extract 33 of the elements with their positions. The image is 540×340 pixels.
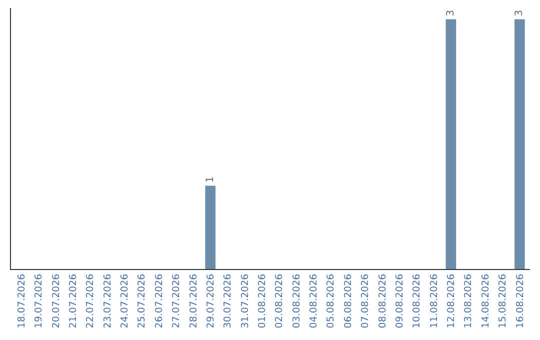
x-tick-label: 16.08.2026 — [514, 274, 526, 328]
x-tick-label: 04.08.2026 — [308, 274, 320, 328]
x-tick-label: 19.07.2026 — [34, 274, 45, 328]
x-tick-label: 25.07.2026 — [136, 274, 148, 328]
x-tick-label: 11.08.2026 — [428, 274, 440, 328]
x-tick-label: 27.07.2026 — [171, 274, 182, 328]
x-tick-label: 09.08.2026 — [394, 274, 406, 328]
x-tick-label: 02.08.2026 — [274, 274, 286, 328]
x-tick-label: 14.08.2026 — [480, 274, 492, 328]
x-tick-label: 31.07.2026 — [240, 274, 251, 328]
x-tick-label: 29.07.2026 — [205, 274, 216, 328]
x-tick-label: 20.07.2026 — [50, 274, 62, 328]
data-label: 3 — [445, 10, 456, 16]
x-tick-label: 18.07.2026 — [16, 274, 28, 328]
x-tick-label: 10.08.2026 — [412, 274, 423, 328]
x-tick-label: 05.08.2026 — [326, 274, 337, 328]
x-tick-label: 28.07.2026 — [188, 274, 200, 328]
x-tick-label: 22.07.2026 — [85, 274, 96, 328]
x-tick-label: 01.08.2026 — [256, 274, 268, 328]
x-tick-label: 06.08.2026 — [342, 274, 354, 328]
x-tick-label: 12.08.2026 — [446, 274, 458, 328]
x-tick-label: 15.08.2026 — [498, 274, 509, 328]
x-tick-label: 03.08.2026 — [291, 274, 302, 328]
x-tick-label: 08.08.2026 — [377, 274, 388, 328]
x-tick-label: 23.07.2026 — [102, 274, 114, 328]
x-tick-label: 21.07.2026 — [68, 274, 79, 328]
x-tick-label: 07.08.2026 — [360, 274, 372, 328]
x-tick-label: 26.07.2026 — [154, 274, 165, 328]
x-tick-label: 24.07.2026 — [120, 274, 131, 328]
data-label: 1 — [204, 176, 216, 183]
x-tick-label: 30.07.2026 — [222, 274, 234, 328]
data-label: 3 — [514, 10, 526, 16]
x-tick-label: 13.08.2026 — [463, 274, 474, 328]
